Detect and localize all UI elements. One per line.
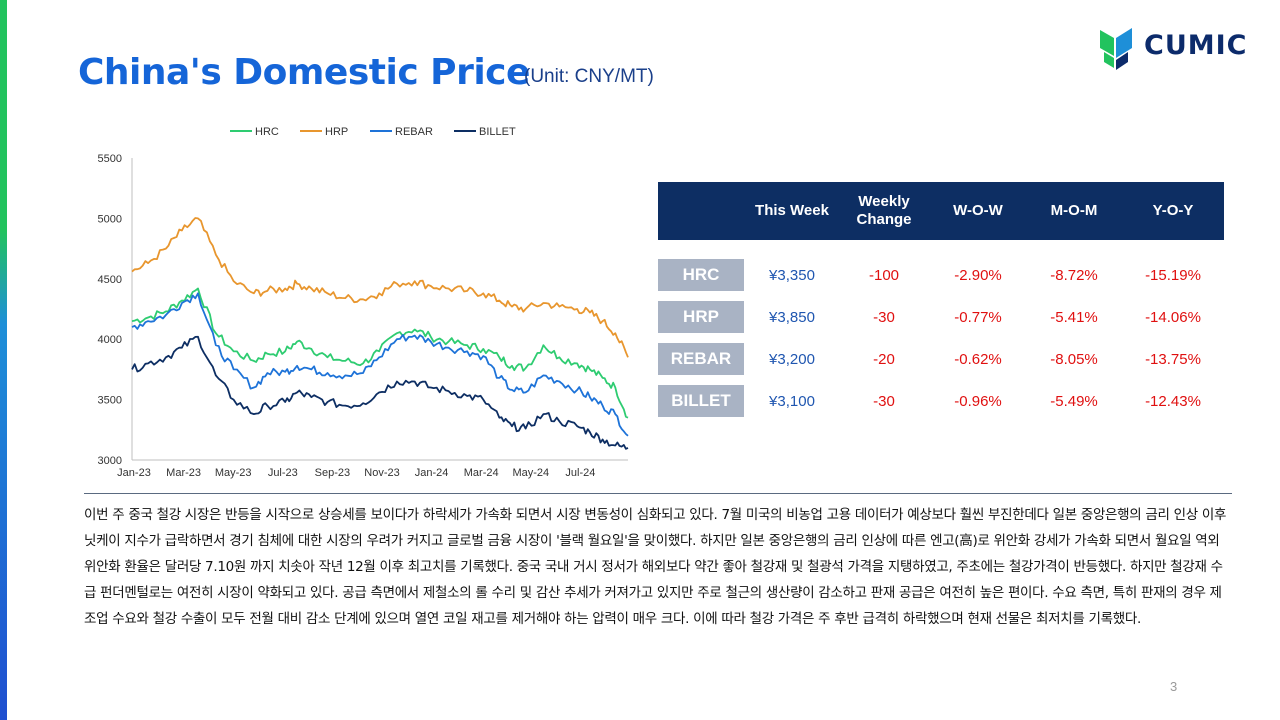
table-header: Weekly Change: [838, 182, 930, 240]
table-cell: -100: [868, 266, 900, 284]
row-label-rebar: REBAR: [658, 343, 744, 375]
x-tick-label: May-24: [512, 467, 549, 479]
y-tick-label: 5000: [98, 213, 122, 225]
y-tick-label: 4500: [98, 274, 122, 286]
table-cell: -0.96%: [954, 392, 1002, 410]
logo-leaf-icon: [1100, 28, 1132, 70]
x-tick-label: Jan-24: [415, 467, 449, 479]
price-line-chart: 3000 3500 4000 4500 5000 5500 Jan-23 Mar-23 May-…: [98, 126, 629, 479]
table-cell: -12.43%: [1145, 392, 1201, 410]
logo-text: CUMIC: [1144, 30, 1248, 61]
table-cell: -13.75%: [1145, 350, 1201, 368]
table-row: HRC ¥3,350 -100 -2.90% -8.72% -15.19%: [658, 254, 1224, 296]
legend-label-hrc: HRC: [255, 126, 279, 138]
table-header: M-O-M: [1026, 182, 1122, 240]
unit-label: (Unit: CNY/MT): [524, 66, 654, 87]
table-cell: ¥3,200: [769, 350, 815, 368]
x-tick-label: Mar-24: [464, 467, 499, 479]
table-cell: ¥3,100: [769, 392, 815, 410]
table-cell: -30: [873, 392, 895, 410]
table-row: HRP ¥3,850 -30 -0.77% -5.41% -14.06%: [658, 296, 1224, 338]
series-line-rebar: [131, 292, 629, 437]
table-cell: -14.06%: [1145, 308, 1201, 326]
x-tick-label: Jul-24: [565, 467, 595, 479]
row-label-hrc: HRC: [658, 259, 744, 291]
table-header-row: This Week Weekly Change W-O-W M-O-M Y-O-…: [658, 182, 1224, 240]
table-cell: -0.62%: [954, 350, 1002, 368]
x-tick-label: May-23: [215, 467, 252, 479]
row-label-hrp: HRP: [658, 301, 744, 333]
table-cell: -8.72%: [1050, 266, 1098, 284]
y-tick-label: 4000: [98, 334, 122, 346]
table-cell: -0.77%: [954, 308, 1002, 326]
series-line-hrp: [131, 217, 629, 358]
x-tick-label: Mar-23: [166, 467, 201, 479]
market-commentary: 이번 주 중국 철강 시장은 반등을 시작으로 상승세를 보이다가 하락세가 가…: [84, 507, 1227, 627]
y-tick-label: 5500: [98, 153, 122, 165]
y-tick-label: 3000: [98, 455, 122, 467]
table-row: BILLET ¥3,100 -30 -0.96% -5.49% -12.43%: [658, 380, 1224, 422]
page-number: 3: [1170, 679, 1178, 694]
row-label-billet: BILLET: [658, 385, 744, 417]
table-cell: ¥3,850: [769, 308, 815, 326]
cumic-logo: CUMIC: [1096, 20, 1256, 70]
table-cell: -30: [873, 308, 895, 326]
x-tick-label: Nov-23: [364, 467, 399, 479]
x-tick-label: Jul-23: [268, 467, 298, 479]
table-cell: -5.49%: [1050, 392, 1098, 410]
table-cell: -20: [873, 350, 895, 368]
x-tick-label: Sep-23: [315, 467, 350, 479]
table-header-blank: [658, 182, 746, 240]
y-tick-label: 3500: [98, 395, 122, 407]
table-row: REBAR ¥3,200 -20 -0.62% -8.05% -13.75%: [658, 338, 1224, 380]
table-header: Y-O-Y: [1122, 182, 1224, 240]
page-title: China's Domestic Price: [78, 52, 530, 93]
legend-label-hrp: HRP: [325, 126, 348, 138]
left-accent-bar: [0, 0, 7, 720]
table-header: W-O-W: [930, 182, 1026, 240]
divider-line: [84, 493, 1232, 494]
table-header-text: Weekly Change: [856, 193, 912, 228]
price-table: This Week Weekly Change W-O-W M-O-M Y-O-…: [658, 182, 1224, 422]
table-cell: -5.41%: [1050, 308, 1098, 326]
x-tick-label: Jan-23: [117, 467, 151, 479]
table-cell: -8.05%: [1050, 350, 1098, 368]
legend-label-billet: BILLET: [479, 126, 516, 138]
table-header: This Week: [746, 182, 838, 240]
series-line-hrc: [131, 287, 629, 419]
table-cell: -2.90%: [954, 266, 1002, 284]
legend-label-rebar: REBAR: [395, 126, 433, 138]
table-cell: -15.19%: [1145, 266, 1201, 284]
series-line-billet: [131, 335, 629, 450]
table-cell: ¥3,350: [769, 266, 815, 284]
